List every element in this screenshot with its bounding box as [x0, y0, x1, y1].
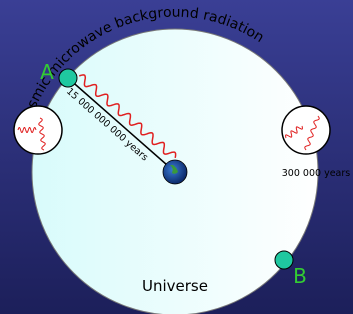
- point-a-label: A: [40, 60, 54, 84]
- point-b-label: B: [293, 264, 307, 288]
- photon-circle-right: [282, 106, 330, 154]
- universe-label: Universe: [142, 277, 208, 295]
- point-a: [59, 69, 77, 87]
- point-b: [275, 251, 293, 269]
- page: cosmic microwave background radiation 15…: [0, 0, 353, 314]
- photon-circle-left: [14, 106, 62, 154]
- diagram: cosmic microwave background radiation 15…: [0, 0, 353, 314]
- age-label: 300 000 years: [282, 168, 350, 179]
